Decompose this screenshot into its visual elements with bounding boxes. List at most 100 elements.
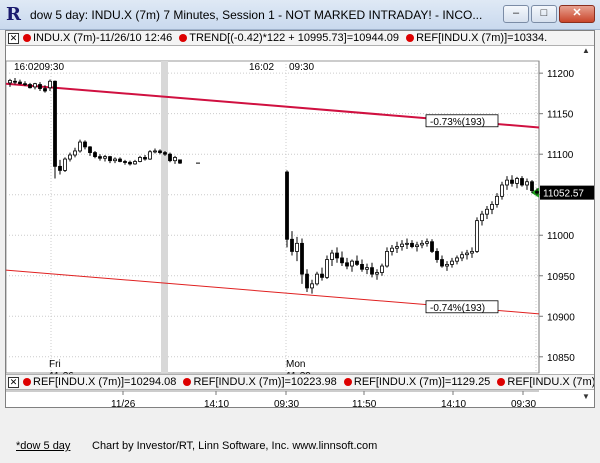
legend-item-trend[interactable]: TREND[(-0.42)*122 + 10995.73]=10944.09	[189, 32, 400, 44]
legend-close-icon[interactable]: ✕	[8, 33, 19, 44]
candle-down	[58, 165, 62, 171]
scroll-up-arrow-icon[interactable]: ▲	[582, 46, 590, 55]
candle-down	[93, 152, 97, 158]
legend-dot-icon	[23, 378, 31, 386]
session-close-label: 16:02	[249, 62, 274, 73]
candle-down	[355, 260, 359, 265]
legend-bottom: ✕ REF[INDU.X (7m)]=10294.08 REF[INDU.X (7…	[6, 374, 594, 390]
candle-down	[43, 88, 47, 92]
candle-up	[475, 220, 479, 252]
candle-up	[350, 260, 354, 267]
lower-trend-label-box	[425, 300, 499, 314]
candle-up	[490, 204, 494, 210]
candle-down	[53, 80, 57, 167]
candle-up	[68, 154, 72, 160]
candle-down	[410, 242, 414, 247]
candle-up	[138, 157, 142, 162]
day-label: Mon	[286, 359, 305, 370]
candle-up	[153, 150, 157, 153]
session-open-label: 09:30	[289, 62, 314, 73]
legend-dot-icon	[23, 34, 31, 42]
candle-up	[365, 267, 369, 270]
candle-down	[360, 264, 364, 270]
candle-up	[515, 178, 519, 184]
x-tick-label: 14:10	[204, 399, 229, 409]
legend-item-ref-2[interactable]: REF[INDU.X (7m)]=10223.98	[193, 376, 337, 388]
chart-page-tab[interactable]: *dow 5 day	[16, 440, 71, 452]
candle-up	[385, 251, 389, 267]
candle-down	[370, 267, 374, 275]
candle-down	[83, 141, 87, 148]
candle-down	[158, 150, 162, 153]
maximize-button[interactable]: □	[531, 5, 557, 23]
y-tick-label: 10900	[547, 312, 575, 323]
candle-up	[375, 272, 379, 275]
legend-dot-icon	[183, 378, 192, 386]
candle-up	[395, 246, 399, 249]
candle-up	[148, 151, 152, 160]
candle-up	[485, 208, 489, 215]
candle-up	[78, 141, 82, 152]
x-tick-label: 09:30	[274, 399, 299, 409]
candle-up	[173, 157, 177, 162]
session-close-label: 16:02	[14, 62, 39, 73]
legend-top: ✕ INDU.X (7m)-11/26/10 12:46 TREND[(-0.42…	[6, 31, 594, 46]
scroll-down-arrow-icon[interactable]: ▼	[582, 392, 590, 401]
candle-down	[440, 259, 444, 267]
candle-up	[470, 251, 474, 254]
x-tick-label: 14:10	[441, 399, 466, 409]
candle-down	[290, 238, 294, 252]
candle-up	[465, 252, 469, 256]
minimize-button[interactable]: –	[503, 5, 529, 23]
candle-down	[535, 191, 539, 194]
candle-up	[133, 161, 137, 165]
candle-down	[128, 161, 132, 165]
current-price-label: 11052.57	[543, 189, 584, 200]
legend-dot-icon	[343, 378, 352, 386]
candle-up	[495, 195, 499, 205]
price-chart[interactable]: 1120011150111001105011000109501090010850…	[6, 46, 594, 409]
candle-up	[505, 179, 509, 186]
x-tick-label: 09:30	[511, 399, 536, 409]
candle-up	[310, 283, 314, 289]
candle-up	[400, 243, 404, 247]
candle-down	[108, 156, 112, 162]
candle-up	[63, 158, 67, 171]
candle-down	[430, 241, 434, 252]
candle-up	[425, 241, 429, 244]
legend-item-ref[interactable]: REF[INDU.X (7m)]=10334.	[416, 32, 548, 44]
legend-item-symbol[interactable]: INDU.X (7m)-11/26/10 12:46	[33, 32, 173, 44]
maximize-icon: □	[540, 7, 548, 19]
legend-item-ref-3[interactable]: REF[INDU.X (7m)]=1129.25	[353, 376, 491, 388]
candle-up	[295, 242, 299, 252]
candle-down	[435, 251, 439, 260]
y-tick-label: 10850	[547, 353, 575, 364]
candle-up	[455, 257, 459, 262]
candle-up	[420, 242, 424, 246]
chart-window[interactable]: ✕ INDU.X (7m)-11/26/10 12:46 TREND[(-0.42…	[5, 30, 595, 409]
investor-rt-app-icon[interactable]: R	[6, 4, 21, 25]
candle-up	[415, 244, 419, 247]
candle-up	[325, 259, 329, 278]
lower-trend-label: -0.74%(193)	[430, 303, 485, 314]
candle-up	[450, 260, 454, 265]
candle-down	[23, 83, 27, 86]
close-button[interactable]: ✕	[559, 5, 595, 23]
legend-dot-icon	[497, 378, 506, 386]
legend-dot-icon	[406, 34, 415, 42]
legend-item-ref-4[interactable]: REF[INDU.X (7m)]=	[507, 376, 594, 388]
legend-close-icon[interactable]: ✕	[8, 377, 19, 388]
plot-area	[6, 60, 540, 374]
candle-up	[113, 158, 117, 162]
close-icon: ✕	[572, 7, 582, 19]
day-label: Fri	[49, 359, 61, 370]
candle-down	[98, 156, 102, 159]
upper-trend-label: -0.73%(193)	[430, 117, 485, 128]
x-tick-label: 11/26	[111, 399, 136, 409]
credit-text: Chart by Investor/RT, Linn Software, Inc…	[92, 440, 378, 452]
candle-up	[8, 80, 12, 84]
legend-item-ref-1[interactable]: REF[INDU.X (7m)]=10294.08	[33, 376, 177, 388]
y-tick-label: 10950	[547, 272, 575, 283]
chart-grid: 1120011150111001105011000109501090010850…	[6, 60, 594, 409]
candle-down	[38, 84, 42, 89]
